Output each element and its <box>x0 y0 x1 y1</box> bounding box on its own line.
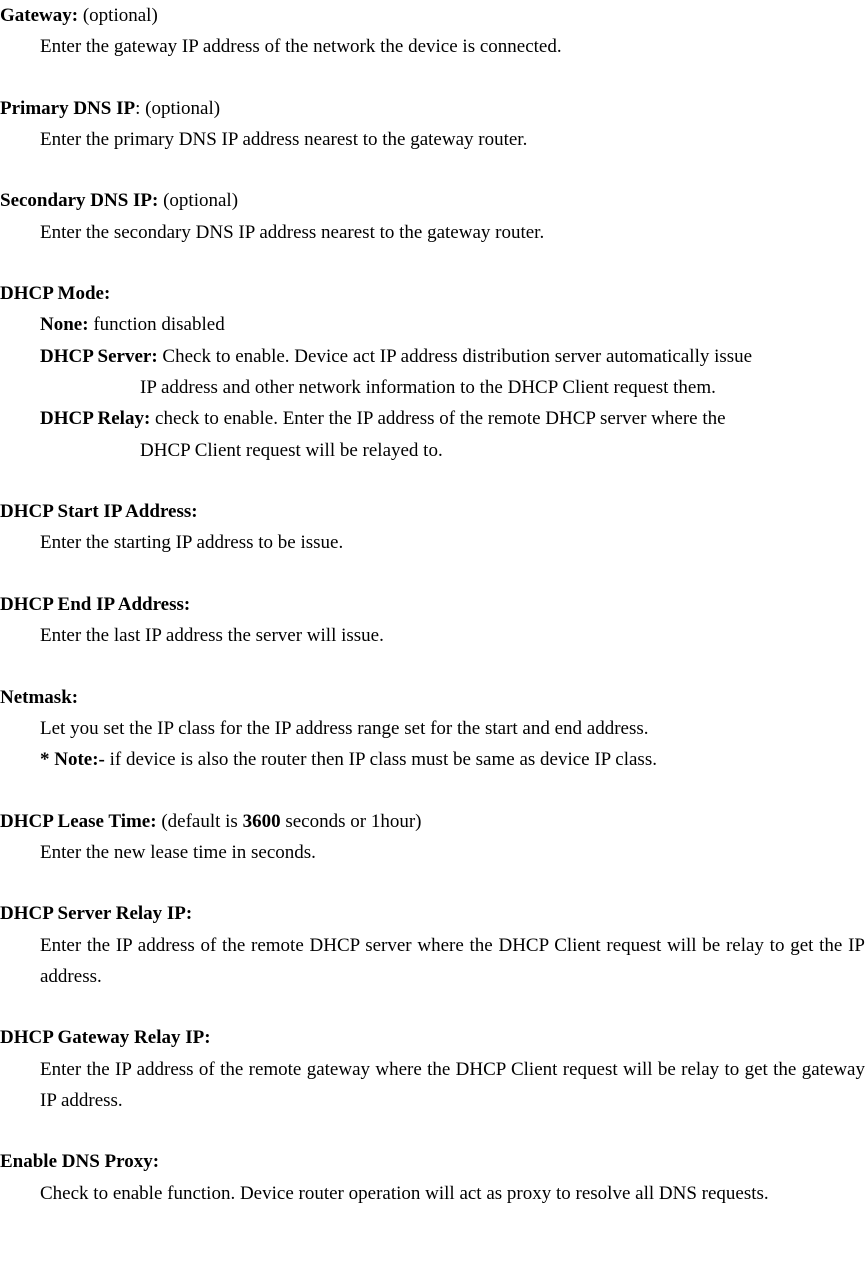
section-netmask: Netmask: Let you set the IP class for th… <box>0 682 865 776</box>
dhcp-mode-server-line1: DHCP Server: Check to enable. Device act… <box>0 341 865 372</box>
note-post: seconds or 1hour) <box>281 811 422 832</box>
body-text: Enter the primary DNS IP address nearest… <box>0 124 865 155</box>
heading-note: (optional) <box>158 190 238 211</box>
section-gateway-relay: DHCP Gateway Relay IP: Enter the IP addr… <box>0 1022 865 1116</box>
heading-gateway-relay: DHCP Gateway Relay IP: <box>0 1022 865 1053</box>
body-text: Enter the new lease time in seconds. <box>0 837 865 868</box>
sub-label: None: <box>40 314 93 335</box>
dhcp-mode-relay-line2: DHCP Client request will be relayed to. <box>0 435 865 466</box>
section-primary-dns: Primary DNS IP: (optional) Enter the pri… <box>0 93 865 156</box>
dhcp-mode-server-line2: IP address and other network information… <box>0 372 865 403</box>
section-dhcp-end: DHCP End IP Address: Enter the last IP a… <box>0 589 865 652</box>
body-text: Enter the IP address of the remote gatew… <box>0 1054 865 1117</box>
body-text: Enter the secondary DNS IP address neare… <box>0 217 865 248</box>
section-server-relay: DHCP Server Relay IP: Enter the IP addre… <box>0 898 865 992</box>
heading-text: Gateway: <box>0 5 78 26</box>
section-dns-proxy: Enable DNS Proxy: Check to enable functi… <box>0 1146 865 1209</box>
heading-lease-time: DHCP Lease Time: (default is 3600 second… <box>0 806 865 837</box>
note-text: if device is also the router then IP cla… <box>110 749 657 770</box>
heading-dhcp-mode: DHCP Mode: <box>0 278 865 309</box>
note-bold: 3600 <box>243 811 281 832</box>
netmask-note: * Note:- if device is also the router th… <box>0 744 865 775</box>
heading-text: Secondary DNS IP: <box>0 190 158 211</box>
section-dhcp-mode: DHCP Mode: None: function disabled DHCP … <box>0 278 865 466</box>
body-text: Let you set the IP class for the IP addr… <box>0 713 865 744</box>
heading-note: (optional) <box>78 5 158 26</box>
sub-text: Check to enable. Device act IP address d… <box>162 346 752 367</box>
heading-secondary-dns: Secondary DNS IP: (optional) <box>0 185 865 216</box>
section-secondary-dns: Secondary DNS IP: (optional) Enter the s… <box>0 185 865 248</box>
heading-note: : (optional) <box>135 98 220 119</box>
heading-text: DHCP Lease Time: <box>0 811 161 832</box>
heading-gateway: Gateway: (optional) <box>0 0 865 31</box>
note-pre: (default is <box>161 811 242 832</box>
note-label: * Note:- <box>40 749 110 770</box>
body-text: Check to enable function. Device router … <box>0 1178 865 1209</box>
heading-server-relay: DHCP Server Relay IP: <box>0 898 865 929</box>
heading-dhcp-end: DHCP End IP Address: <box>0 589 865 620</box>
sub-label: DHCP Server: <box>40 346 162 367</box>
sub-text: check to enable. Enter the IP address of… <box>155 408 726 429</box>
section-gateway: Gateway: (optional) Enter the gateway IP… <box>0 0 865 63</box>
document-page: Gateway: (optional) Enter the gateway IP… <box>0 0 865 1269</box>
heading-text: Primary DNS IP <box>0 98 135 119</box>
heading-primary-dns: Primary DNS IP: (optional) <box>0 93 865 124</box>
dhcp-mode-relay-line1: DHCP Relay: check to enable. Enter the I… <box>0 403 865 434</box>
heading-dhcp-start: DHCP Start IP Address: <box>0 496 865 527</box>
dhcp-mode-none: None: function disabled <box>0 309 865 340</box>
sub-text: function disabled <box>93 314 224 335</box>
body-text: Enter the last IP address the server wil… <box>0 620 865 651</box>
heading-netmask: Netmask: <box>0 682 865 713</box>
body-text: Enter the gateway IP address of the netw… <box>0 31 865 62</box>
section-lease-time: DHCP Lease Time: (default is 3600 second… <box>0 806 865 869</box>
section-dhcp-start: DHCP Start IP Address: Enter the startin… <box>0 496 865 559</box>
sub-label: DHCP Relay: <box>40 408 155 429</box>
body-text: Enter the IP address of the remote DHCP … <box>0 930 865 993</box>
body-text: Enter the starting IP address to be issu… <box>0 527 865 558</box>
heading-dns-proxy: Enable DNS Proxy: <box>0 1146 865 1177</box>
